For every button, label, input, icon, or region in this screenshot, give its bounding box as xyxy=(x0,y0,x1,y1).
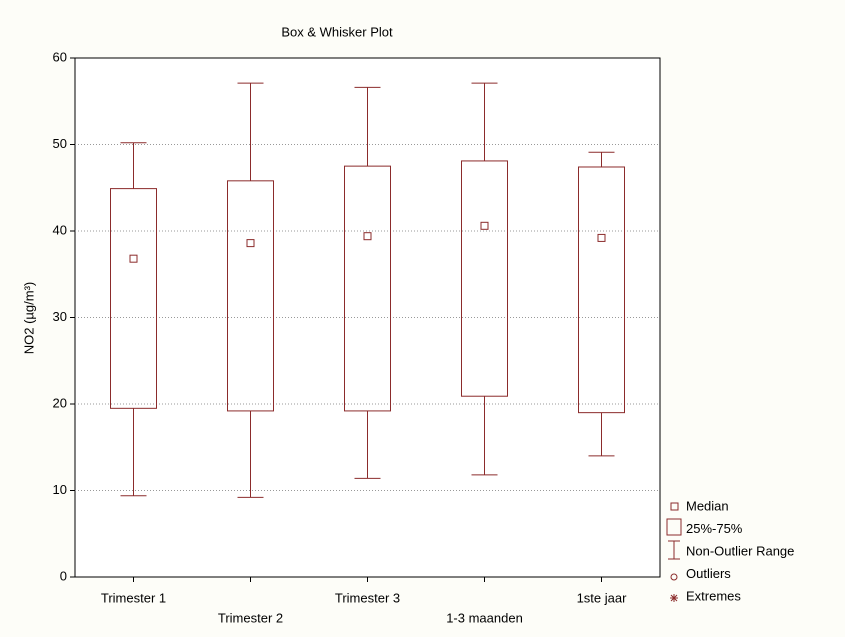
box xyxy=(227,180,274,412)
box xyxy=(461,160,508,397)
x-tick-label: Trimester 1 xyxy=(101,590,166,605)
legend-label: Median xyxy=(686,498,729,513)
x-tick-label: 1-3 maanden xyxy=(446,610,523,625)
median xyxy=(597,233,606,242)
legend-label: Non-Outlier Range xyxy=(686,543,794,558)
y-tick-label: 0 xyxy=(60,568,67,583)
y-tick-label: 50 xyxy=(53,136,67,151)
y-tick-label: 60 xyxy=(53,49,67,64)
chart-title: Box & Whisker Plot xyxy=(281,24,393,39)
y-tick-label: 20 xyxy=(53,395,67,410)
legend-label: Outliers xyxy=(686,566,731,581)
box xyxy=(344,165,391,412)
y-tick-label: 40 xyxy=(53,222,67,237)
x-tick-label: 1ste jaar xyxy=(577,590,628,605)
y-tick-label: 30 xyxy=(53,309,67,324)
box xyxy=(578,166,625,414)
median xyxy=(129,254,138,263)
legend-label: Extremes xyxy=(686,588,741,603)
x-tick-label: Trimester 3 xyxy=(335,590,400,605)
box xyxy=(110,188,157,409)
median xyxy=(246,239,255,248)
y-axis-label: NO2 (µg/m³) xyxy=(21,282,36,355)
median xyxy=(363,232,372,241)
median xyxy=(480,221,489,230)
y-tick-label: 10 xyxy=(53,482,67,497)
legend-icons xyxy=(666,502,682,602)
x-tick-label: Trimester 2 xyxy=(218,610,283,625)
legend-label: 25%-75% xyxy=(686,521,743,536)
